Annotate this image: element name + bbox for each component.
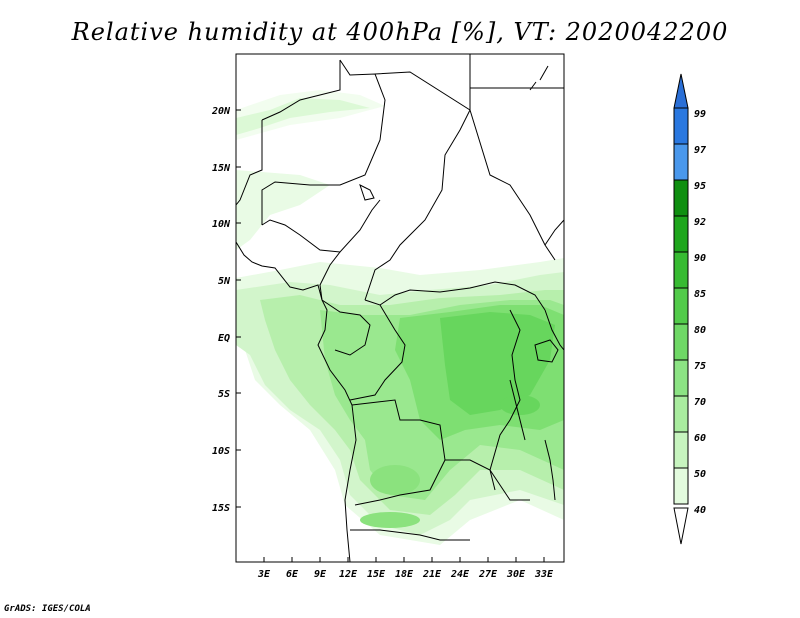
colorbar xyxy=(673,73,689,545)
colorbar-seg-60-70 xyxy=(673,395,689,433)
colorbar-seg-97-99 xyxy=(673,107,689,145)
west-coast xyxy=(236,241,357,562)
colorbar-seg-95-97 xyxy=(673,143,689,181)
colorbar-label-95: 95 xyxy=(694,181,706,192)
border-east-coast xyxy=(529,65,549,91)
lon-label-6e: 6E xyxy=(286,569,299,580)
lake-tanganyika xyxy=(509,379,526,441)
lon-label-3e: 3E xyxy=(257,569,271,580)
colorbar-label-97: 97 xyxy=(694,145,706,156)
border-cameroon xyxy=(319,251,341,301)
lat-label-10s: 10S xyxy=(212,446,230,457)
colorbar-seg-75-80 xyxy=(673,323,689,361)
lon-label-33e: 33E xyxy=(534,569,554,580)
humidity-band-40 xyxy=(236,170,330,250)
border-drc-east xyxy=(489,309,521,491)
country-borders xyxy=(236,54,564,562)
lake-chad xyxy=(359,184,375,201)
colorbar-top-arrow xyxy=(673,73,689,109)
colorbar-seg-92-95 xyxy=(673,179,689,217)
humidity-spot-2 xyxy=(370,465,420,495)
humidity-band-sahara-light xyxy=(236,90,385,140)
border-namibia xyxy=(350,529,470,541)
colorbar-seg-85-90 xyxy=(673,251,689,289)
colorbar-seg-50-60 xyxy=(673,431,689,469)
border-angola xyxy=(351,399,446,506)
colorbar-labels: 40 50 60 70 75 80 85 90 92 95 97 99 xyxy=(694,109,706,516)
colorbar-label-60: 60 xyxy=(694,433,706,444)
lat-label-15s: 15S xyxy=(212,503,230,514)
lake-victoria xyxy=(534,339,559,363)
lon-label-12e: 12E xyxy=(339,569,358,580)
lon-label-18e: 18E xyxy=(395,569,414,580)
lon-label-30e: 30E xyxy=(506,569,526,580)
colorbar-label-85: 85 xyxy=(694,289,706,300)
lat-label-15n: 15N xyxy=(212,163,231,174)
colorbar-seg-40-50 xyxy=(673,467,689,505)
lon-label-27e: 27E xyxy=(478,569,498,580)
colorbar-label-75: 75 xyxy=(694,361,706,372)
border-niger xyxy=(261,59,386,225)
border-mauritania xyxy=(261,60,341,121)
colorbar-seg-70-75 xyxy=(673,359,689,397)
border-gabon xyxy=(321,299,371,356)
humidity-field xyxy=(236,90,564,545)
map-frame xyxy=(235,53,565,563)
colorbar-label-40: 40 xyxy=(694,505,706,516)
colorbar-label-99: 99 xyxy=(694,109,706,120)
lat-axis: 20N 15N 10N 5N EQ 5S 10S 15S xyxy=(211,106,241,514)
colorbar-label-90: 90 xyxy=(694,253,706,264)
border-uganda-kenya xyxy=(544,309,564,351)
credit-footer: GrADS: IGES/COLA xyxy=(4,604,91,614)
colorbar-seg-80-85 xyxy=(673,287,689,325)
lon-label-9e: 9E xyxy=(314,569,327,580)
colorbar-label-70: 70 xyxy=(694,397,706,408)
border-ethiopia xyxy=(544,219,564,246)
map-title: Relative humidity at 400hPa [%], VT: 202… xyxy=(71,18,729,46)
lon-label-24e: 24E xyxy=(450,569,470,580)
border-nigeria xyxy=(261,199,381,253)
border-zambia xyxy=(445,459,530,501)
lon-axis: 3E 6E 9E 12E 15E 18E 21E 24E 27E 30E 33E xyxy=(257,557,554,580)
lat-label-10n: 10N xyxy=(212,219,231,230)
colorbar-bottom-arrow xyxy=(673,507,689,545)
colorbar-label-80: 80 xyxy=(694,325,706,336)
colorbar-label-50: 50 xyxy=(694,469,706,480)
humidity-spot-3 xyxy=(360,512,420,528)
border-sudan-chad xyxy=(469,109,556,261)
lon-label-15e: 15E xyxy=(367,569,386,580)
colorbar-seg-90-92 xyxy=(673,215,689,253)
border-chad xyxy=(364,109,471,301)
lat-label-eq: EQ xyxy=(218,333,230,344)
humidity-spot-1 xyxy=(500,395,540,415)
colorbar-label-92: 92 xyxy=(694,217,706,228)
lon-label-21e: 21E xyxy=(422,569,442,580)
border-car xyxy=(364,281,546,311)
border-congo-drc xyxy=(349,304,406,401)
border-mali xyxy=(236,120,263,206)
humidity-band-80 xyxy=(440,312,555,415)
lat-label-5s: 5S xyxy=(218,389,230,400)
lake-malawi xyxy=(544,439,556,501)
lat-label-20n: 20N xyxy=(211,106,231,117)
border-algeria-libya xyxy=(374,54,471,111)
lat-label-5n: 5N xyxy=(218,276,231,287)
